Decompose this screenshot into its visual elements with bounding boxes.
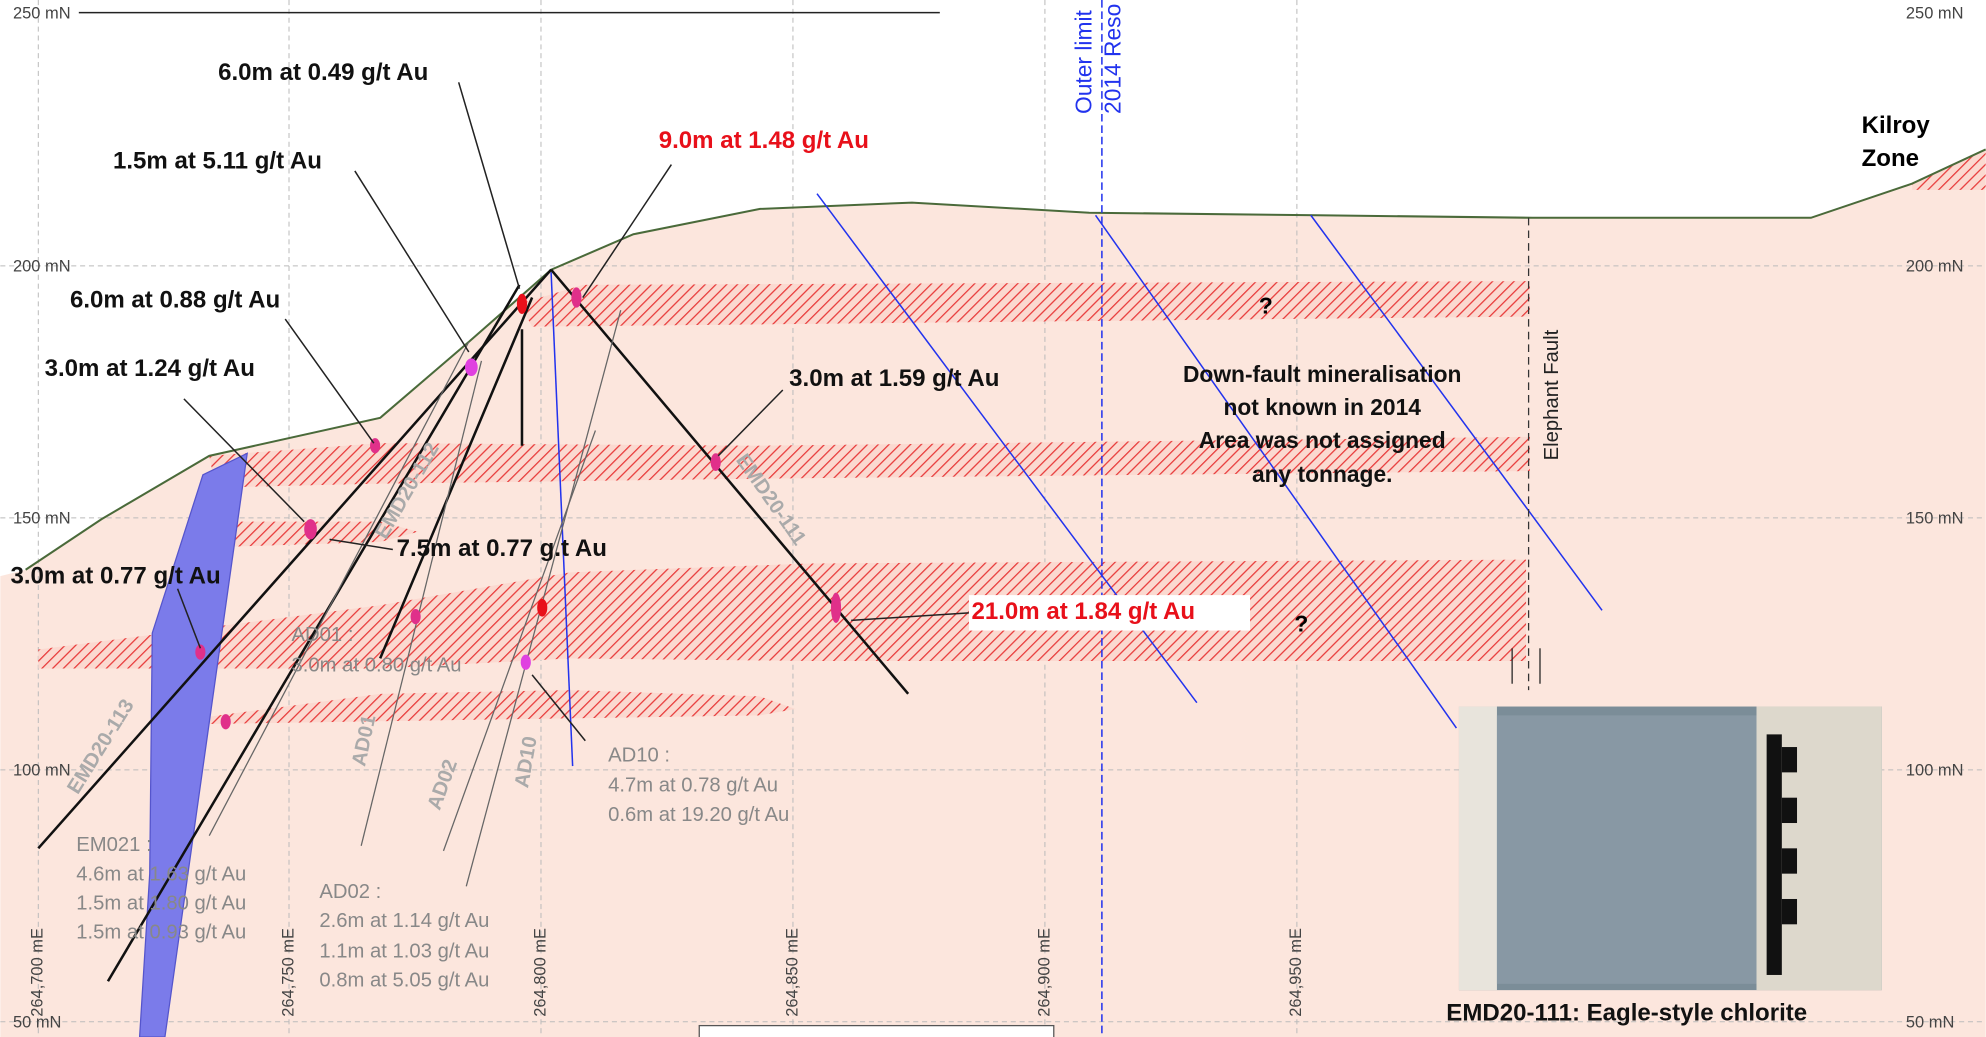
intercept: 1.5m at 5.11 g/t Au (113, 147, 322, 174)
historic-label: 1.5m at 1.80 g/t Au (76, 892, 246, 914)
assay-marks (195, 287, 842, 730)
elevation-label: 200 mN (1906, 258, 1964, 276)
note-line: Down-fault mineralisation (1183, 361, 1461, 387)
note-line: any tonnage. (1252, 461, 1393, 487)
intercept: 3.0m at 1.24 g/t Au (45, 355, 255, 382)
structures (550, 0, 1603, 1037)
easting-label: 264,900 mE (1035, 928, 1053, 1017)
easting-labels: 264,700 mE 264,750 mE 264,800 mE 264,850… (29, 928, 1306, 1017)
historic-label: 3.0m at 0.80 g/t Au (292, 654, 462, 676)
elevation-label: 100 mN (1906, 761, 1964, 779)
elevation-label: 100 mN (13, 761, 71, 779)
historic-label: 2.6m at 1.14 g/t Au (319, 910, 489, 932)
lodes (38, 149, 1986, 725)
note-line: not known in 2014 (1223, 394, 1421, 420)
intercept: 6.0m at 0.88 g/t Au (70, 287, 280, 314)
historic-label: 0.8m at 5.05 g/t Au (319, 970, 489, 992)
elevation-label: 150 mN (13, 509, 71, 527)
label-bg (968, 595, 1251, 631)
intercept: 3.0m at 1.59 g/t Au (789, 365, 999, 392)
intercept: 7.5m at 0.77 g.t Au (397, 535, 607, 562)
historic-label: EM021 : (76, 834, 151, 856)
intercept: 9.0m at 1.48 g/t Au (659, 127, 869, 154)
intercept: 21.0m at 1.84 g/t Au (971, 598, 1195, 625)
historic-label: AD10 : (608, 744, 670, 766)
zone-label: Kilroy (1862, 112, 1931, 139)
elevation-label: 50 mN (13, 1013, 61, 1031)
note: Down-fault mineralisation not known in 2… (1183, 361, 1461, 487)
zone-label: Zone (1862, 145, 1919, 172)
easting-label: 264,950 mE (1287, 928, 1305, 1017)
fault-body (138, 452, 249, 1037)
historic-label: 4.7m at 0.78 g/t Au (608, 775, 778, 797)
legend-box (698, 1024, 1055, 1037)
limit-label: Outer limit (1070, 9, 1096, 113)
elevation-label: 50 mN (1906, 1013, 1954, 1031)
historic-holes (208, 310, 622, 887)
historic-label: 1.1m at 1.03 g/t Au (319, 941, 489, 963)
photo-caption: EMD20-111: Eagle-style chlorite (1446, 1000, 1807, 1027)
unknown-mark: ? (1294, 611, 1308, 637)
historic-label: AD02 : (319, 881, 381, 903)
elevation-labels: 250 mN 200 mN 150 mN 100 mN 50 mN 250 mN… (13, 4, 1964, 1031)
easting-label: 264,800 mE (531, 928, 549, 1017)
elevation-label: 250 mN (13, 4, 71, 22)
elevation-label: 200 mN (13, 258, 71, 276)
leaders (176, 82, 969, 742)
historic-intercepts: AD01 : 3.0m at 0.80 g/t Au AD10 : 4.7m a… (76, 624, 789, 992)
intercepts: 6.0m at 0.49 g/t Au 1.5m at 5.11 g/t Au … (10, 59, 1251, 631)
intercept: 6.0m at 0.49 g/t Au (218, 59, 428, 86)
historic-label: AD01 : (292, 624, 354, 646)
historic-label: 0.6m at 19.20 g/t Au (608, 804, 789, 826)
note-line: Area was not assigned (1199, 427, 1446, 453)
fault-label: Elephant Fault (1541, 329, 1563, 460)
photo (1458, 706, 1882, 991)
limit-label: 2014 Reso (1100, 4, 1126, 114)
easting-label: 264,750 mE (279, 928, 297, 1017)
elevation-label: 150 mN (1906, 509, 1964, 527)
topography (25, 148, 1986, 571)
easting-label: 264,700 mE (29, 928, 47, 1017)
unknown-mark: ? (1259, 293, 1273, 319)
historic-label: 4.6m at 1.63 g/t Au (76, 863, 246, 885)
historic-label: 1.5m at 0.93 g/t Au (76, 922, 246, 944)
easting-label: 264,850 mE (783, 928, 801, 1017)
intercept: 3.0m at 0.77 g/t Au (10, 563, 220, 590)
elevation-label: 250 mN (1906, 4, 1964, 22)
